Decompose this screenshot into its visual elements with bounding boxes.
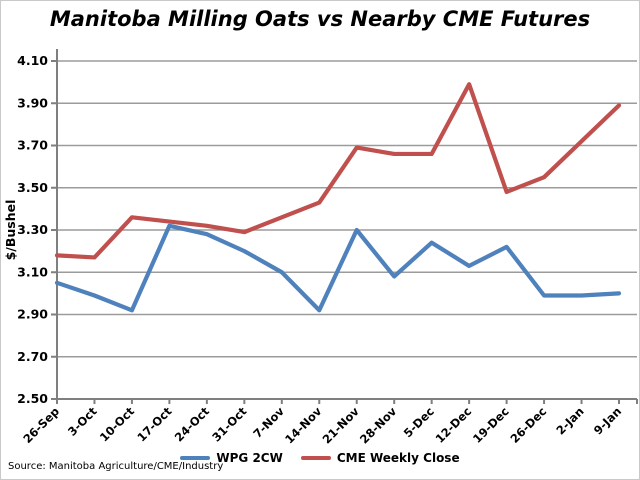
y-tick-label: 3.10 bbox=[17, 264, 48, 279]
x-tick-label: 9-Jan bbox=[591, 404, 624, 437]
y-tick-label: 3.70 bbox=[17, 138, 48, 153]
source-note: Source: Manitoba Agriculture/CME/Industr… bbox=[8, 461, 224, 472]
x-tick-label: 10-Oct bbox=[97, 404, 138, 445]
x-tick-label: 26-Dec bbox=[508, 404, 550, 446]
y-axis-title: $/Bushel bbox=[3, 200, 18, 261]
x-tick-label: 28-Nov bbox=[357, 404, 400, 447]
y-tick-label: 3.90 bbox=[17, 95, 48, 110]
x-tick-label: 2-Jan bbox=[553, 404, 586, 437]
wpg-legend-label: WPG 2CW bbox=[216, 451, 283, 465]
x-tick-label: 24-Oct bbox=[172, 404, 213, 445]
x-tick-label: 14-Nov bbox=[282, 404, 325, 447]
x-tick-label: 12-Dec bbox=[433, 404, 475, 446]
legend-item-wpg: WPG 2CW bbox=[180, 451, 283, 465]
y-tick-label: 2.90 bbox=[17, 307, 48, 322]
y-tick-label: 4.10 bbox=[17, 53, 48, 68]
x-tick-label: 7-Nov bbox=[250, 404, 287, 441]
y-tick-label: 2.70 bbox=[17, 349, 48, 364]
x-tick-label: 31-Oct bbox=[209, 404, 250, 445]
chart-title: Manitoba Milling Oats vs Nearby CME Futu… bbox=[49, 7, 591, 31]
x-tick-label: 26-Sep bbox=[20, 404, 62, 446]
x-tick-label: 5-Dec bbox=[401, 404, 437, 440]
x-tick-label: 21-Nov bbox=[320, 404, 363, 447]
wpg-line-swatch bbox=[180, 456, 211, 460]
cme-legend-label: CME Weekly Close bbox=[336, 451, 460, 465]
x-tick-label: 3-Oct bbox=[65, 404, 100, 439]
cme-line-swatch bbox=[300, 456, 331, 460]
x-tick-label: 19-Dec bbox=[470, 404, 512, 446]
legend-item-cme: CME Weekly Close bbox=[300, 451, 460, 465]
cme-series-line bbox=[54, 82, 622, 260]
y-tick-label: 3.30 bbox=[17, 222, 48, 237]
legend: WPG 2CW CME Weekly Close bbox=[1, 451, 639, 465]
y-tick-label: 2.50 bbox=[17, 391, 48, 406]
chart-footer: WPG 2CW CME Weekly Close Source: Manitob… bbox=[1, 445, 639, 479]
wpg-series-line bbox=[54, 223, 622, 313]
y-tick-label: 3.50 bbox=[17, 180, 48, 195]
x-tick-label: 17-Oct bbox=[134, 404, 175, 445]
